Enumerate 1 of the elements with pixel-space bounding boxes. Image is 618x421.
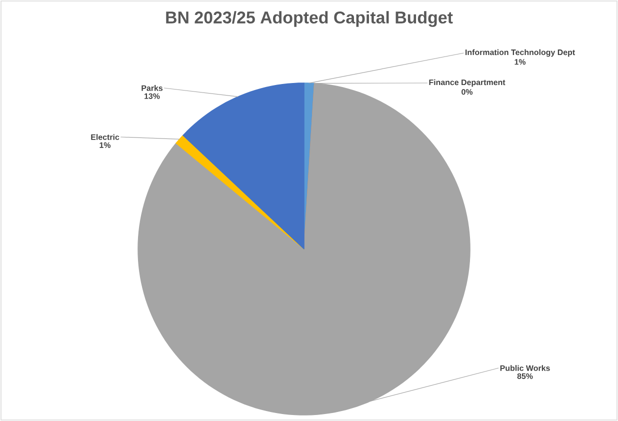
chart-title: BN 2023/25 Adopted Capital Budget — [166, 11, 453, 27]
